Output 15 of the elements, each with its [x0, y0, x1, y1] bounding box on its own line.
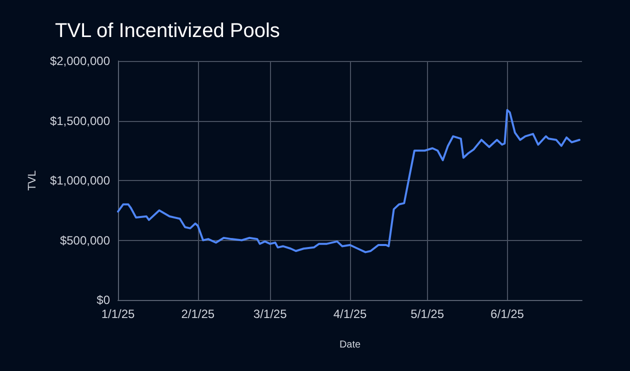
y-tick-label: $500,000 — [60, 233, 110, 248]
x-tick-label: 1/1/25 — [101, 307, 135, 321]
y-tick-label: $1,500,000 — [50, 114, 110, 128]
x-tick-label: 2/1/25 — [181, 307, 215, 321]
y-axis-title: TVL — [26, 170, 38, 191]
x-tick-label: 4/1/25 — [333, 307, 367, 321]
line-series — [117, 108, 580, 254]
x-tick-label: 6/1/25 — [490, 307, 524, 321]
x-tick-label: 5/1/25 — [410, 307, 444, 321]
y-tick-label: $1,000,000 — [50, 174, 110, 188]
y-tick-label: $2,000,000 — [50, 54, 110, 68]
y-tick-label: $0 — [96, 293, 110, 307]
x-tick-label: 3/1/25 — [253, 307, 288, 321]
x-axis-title: Date — [339, 340, 361, 350]
chart-title: TVL of Incentivized Pools — [55, 20, 280, 42]
